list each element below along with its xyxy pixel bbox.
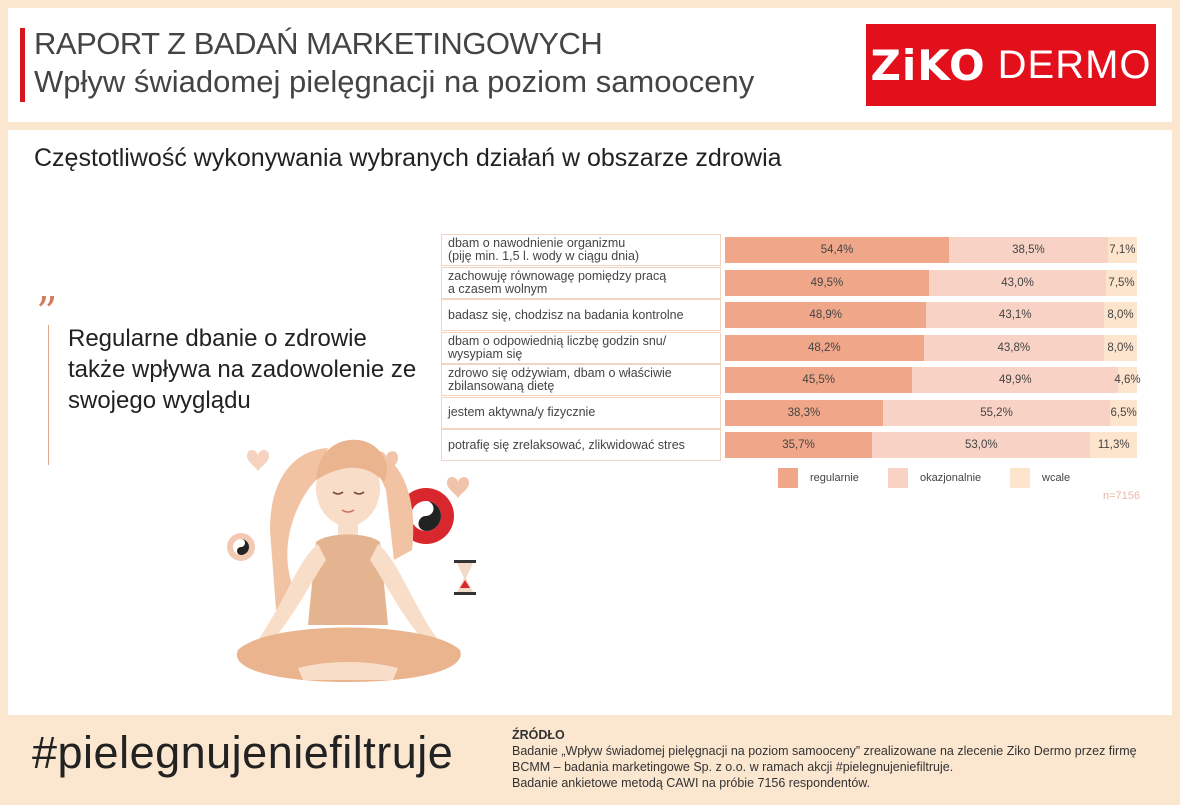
legend-swatch: [888, 468, 908, 488]
report-title: RAPORT Z BADAŃ MARKETINGOWYCH: [34, 26, 603, 61]
report-subtitle: Wpływ świadomej pielęgnacji na poziom sa…: [34, 64, 755, 99]
stacked-bar: 48,2% 43,8% 8,0%: [725, 334, 1137, 361]
category-label: zachowuję równowagę pomiędzy pracą a cza…: [441, 266, 721, 299]
sample-size-note: n=7156: [1103, 490, 1141, 502]
bar-okazjonalnie: 43,0%: [928, 269, 1107, 296]
report-header: RAPORT Z BADAŃ MARKETINGOWYCH Wpływ świa…: [8, 8, 1172, 122]
chart-row: jestem aktywna/y fizycznie 38,3% 55,2% 6,5%: [441, 396, 1141, 429]
legend-label: regularnie: [810, 472, 859, 484]
logo-sub: DERMO: [997, 42, 1152, 87]
bar-regularnie: 48,9%: [725, 302, 927, 328]
bar-okazjonalnie: 53,0%: [872, 432, 1091, 458]
accent-bar: [20, 28, 25, 102]
chart-row: badasz się, chodzisz na badania kontroln…: [441, 299, 1141, 331]
bar-regularnie: 45,5%: [725, 367, 913, 393]
hourglass-icon: [454, 560, 476, 595]
bar-okazjonalnie: 43,1%: [926, 302, 1105, 328]
meditating-woman-illustration: [227, 439, 476, 682]
quote-mark-icon: ”: [36, 288, 58, 337]
bar-okazjonalnie: 43,8%: [923, 334, 1105, 361]
legend-label: okazjonalnie: [920, 472, 982, 484]
bar-okazjonalnie: 49,9%: [912, 367, 1119, 393]
legend-swatch: [778, 468, 798, 488]
stacked-bar: 49,5% 43,0% 7,5%: [725, 269, 1137, 296]
source-line-1: Badanie „Wpływ świadomej pielęgnacji na …: [512, 744, 1137, 774]
category-label: zdrowo się odżywiam, dbam o właściwie zb…: [441, 364, 721, 396]
bar-regularnie: 54,4%: [725, 237, 950, 263]
category-label: potrafię się zrelaksować, zlikwidować st…: [441, 429, 721, 461]
source-note: ŹRÓDŁO Badanie „Wpływ świadomej pielęgna…: [512, 727, 1162, 791]
section-title: Częstotliwość wykonywania wybranych dzia…: [34, 144, 782, 172]
chart-row: potrafię się zrelaksować, zlikwidować st…: [441, 429, 1141, 461]
bar-regularnie: 38,3%: [725, 399, 883, 426]
bar-regularnie: 35,7%: [725, 432, 873, 458]
category-label: dbam o nawodnienie organizmu (piję min. …: [441, 234, 721, 266]
bar-okazjonalnie: 38,5%: [949, 237, 1108, 263]
stacked-bar: 45,5% 49,9% 4,6%: [725, 367, 1141, 393]
legend-swatch: [1010, 468, 1030, 488]
category-label: jestem aktywna/y fizycznie: [441, 396, 721, 429]
stacked-bar: 35,7% 53,0% 11,3%: [725, 432, 1137, 458]
legend-item: okazjonalnie: [888, 468, 981, 488]
bar-regularnie: 49,5%: [725, 269, 929, 296]
quote-divider: [48, 325, 49, 465]
legend-item: wcale: [1010, 468, 1070, 488]
bar-wcale: 6,5%: [1110, 399, 1137, 426]
category-label: dbam o odpowiednią liczbę godzin snu/ wy…: [441, 331, 721, 364]
source-line-2: Badanie ankietowe metodą CAWI na próbie …: [512, 776, 871, 790]
bar-wcale: 8,0%: [1104, 302, 1137, 328]
bar-wcale: 7,1%: [1107, 237, 1137, 263]
bar-wcale: 8,0%: [1104, 334, 1137, 361]
bar-wcale: 4,6%: [1114, 367, 1141, 393]
bar-wcale: 11,3%: [1090, 432, 1137, 458]
legend-item: regularnie: [778, 468, 859, 488]
bar-wcale: 7,5%: [1106, 269, 1137, 296]
stacked-bar: 38,3% 55,2% 6,5%: [725, 399, 1137, 426]
campaign-hashtag: #pielegnujeniefiltruje: [32, 727, 454, 778]
chart-row: dbam o odpowiednią liczbę godzin snu/ wy…: [441, 331, 1141, 364]
ziko-dermo-logo: ZiKO DERMO: [866, 24, 1156, 106]
main-panel: Częstotliwość wykonywania wybranych dzia…: [8, 130, 1172, 715]
chart-row: zachowuję równowagę pomiędzy pracą a cza…: [441, 266, 1141, 299]
chart-row: dbam o nawodnienie organizmu (piję min. …: [441, 234, 1141, 266]
stacked-bar: 48,9% 43,1% 8,0%: [725, 302, 1137, 328]
category-label: badasz się, chodzisz na badania kontroln…: [441, 299, 721, 331]
bar-okazjonalnie: 55,2%: [882, 399, 1111, 426]
chart-row: zdrowo się odżywiam, dbam o właściwie zb…: [441, 364, 1141, 396]
source-heading: ŹRÓDŁO: [512, 728, 565, 742]
logo-brand: ZiKO: [870, 40, 986, 90]
stacked-bar: 54,4% 38,5% 7,1%: [725, 237, 1137, 263]
bar-regularnie: 48,2%: [725, 334, 924, 361]
quote-text: Regularne dbanie o zdrowie także wpływa …: [68, 325, 417, 414]
stacked-bar-chart: dbam o nawodnienie organizmu (piję min. …: [441, 234, 1141, 464]
legend-label: wcale: [1042, 472, 1071, 484]
